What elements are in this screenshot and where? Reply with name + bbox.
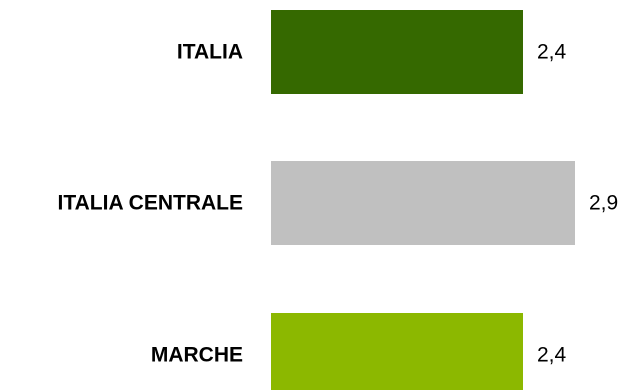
category-label: ITALIA [177,41,243,64]
value-labels-group: 2,4 2,9 2,4 [537,41,618,367]
bar-italia [271,10,523,94]
bar-italia-centrale [271,161,575,245]
category-label: MARCHE [151,344,243,367]
bar-marche [271,313,523,390]
category-label: ITALIA CENTRALE [58,192,243,215]
bars-group [271,10,575,390]
value-label: 2,4 [537,344,567,367]
value-label: 2,9 [589,192,618,215]
category-labels-group: ITALIA ITALIA CENTRALE MARCHE [58,41,243,367]
value-label: 2,4 [537,41,567,64]
